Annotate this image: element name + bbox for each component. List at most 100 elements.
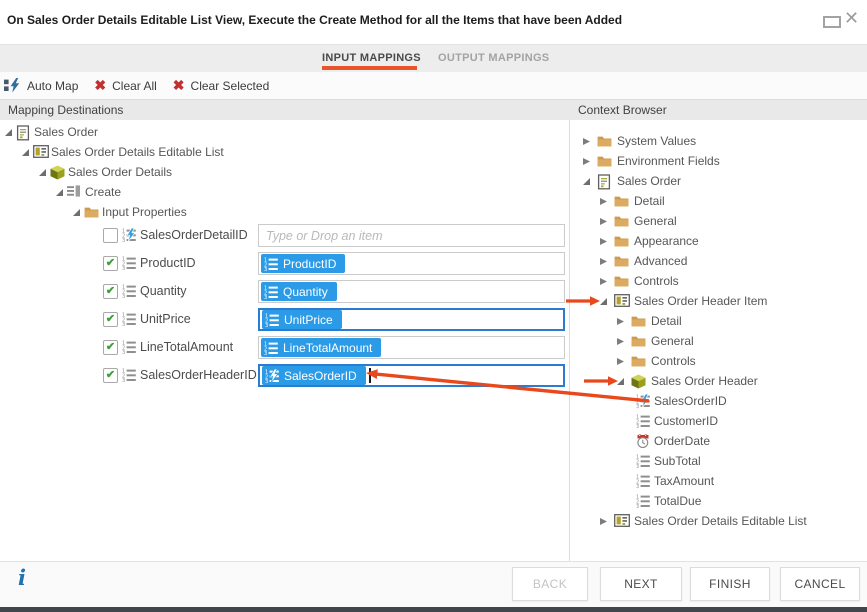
context-item-sales-order-details-editable-list[interactable]: Sales Order Details Editable List [0, 511, 807, 531]
context-item-appearance[interactable]: Appearance [0, 231, 699, 251]
svg-text:1: 1 [636, 415, 639, 421]
chip-unitprice[interactable]: 1 2 3 UnitPrice [262, 310, 342, 329]
toolbar-clear-all[interactable]: ✖ Clear All [94, 77, 156, 94]
tab-input-mappings[interactable]: INPUT MAPPINGS [322, 52, 421, 64]
maximize-icon[interactable] [823, 16, 841, 28]
mapping-field-unitprice[interactable]: 1 2 3 UnitPrice [258, 308, 565, 331]
info-icon[interactable]: i [18, 565, 26, 590]
context-item-label: Controls [651, 354, 696, 368]
mapping-field-productid[interactable]: 1 2 3 ProductID [258, 252, 565, 275]
view-icon [33, 145, 49, 158]
context-item-detail[interactable]: Detail [0, 311, 682, 331]
expand-toggle-icon[interactable] [600, 278, 607, 285]
tree-item-input-properties[interactable]: Input Properties [0, 202, 560, 222]
checked-checkbox[interactable]: ✔ [103, 256, 118, 271]
mapping-field-linetotalamount[interactable]: 1 2 3 LineTotalAmount [258, 336, 565, 359]
tab-output-mappings[interactable]: OUTPUT MAPPINGS [438, 52, 550, 64]
context-item-general[interactable]: General [0, 211, 677, 231]
context-item-customerid[interactable]: 1 2 3 CustomerID [0, 411, 718, 431]
context-item-sales-order-header-item[interactable]: Sales Order Header Item [0, 291, 767, 311]
svg-text:2: 2 [122, 289, 125, 295]
expand-toggle-icon[interactable] [617, 358, 624, 365]
unchecked-checkbox[interactable] [103, 228, 118, 243]
chip-label: ProductID [283, 256, 337, 271]
collapse-toggle-icon[interactable] [5, 129, 12, 136]
toolbar-auto-map[interactable]: Auto Map [4, 78, 78, 93]
expand-toggle-icon[interactable] [600, 238, 607, 245]
checked-checkbox[interactable]: ✔ [103, 368, 118, 383]
collapse-toggle-icon[interactable] [22, 149, 29, 156]
chip-linetotalamount[interactable]: 1 2 3 LineTotalAmount [261, 338, 382, 357]
collapse-toggle-icon[interactable] [73, 209, 80, 216]
folder-icon [614, 234, 629, 247]
form-icon [597, 174, 611, 190]
collapse-toggle-icon[interactable] [617, 378, 624, 385]
expand-toggle-icon[interactable] [600, 258, 607, 265]
tree-item-sales-order[interactable]: Sales Order [0, 122, 560, 142]
cancel-button[interactable]: CANCEL [780, 567, 860, 601]
checked-checkbox[interactable]: ✔ [103, 312, 118, 327]
mapping-property-label: SalesOrderDetailID [140, 228, 248, 242]
context-item-subtotal[interactable]: 1 2 3 SubTotal [0, 451, 701, 471]
context-item-general[interactable]: General [0, 331, 694, 351]
mapping-property-label: Quantity [140, 284, 187, 298]
expand-toggle-icon[interactable] [617, 338, 624, 345]
checked-checkbox[interactable]: ✔ [103, 284, 118, 299]
svg-text:1: 1 [636, 495, 639, 501]
expand-toggle-icon[interactable] [583, 138, 590, 145]
expand-toggle-icon[interactable] [583, 158, 590, 165]
context-item-advanced[interactable]: Advanced [0, 251, 687, 271]
expand-toggle-icon[interactable] [600, 198, 607, 205]
context-item-label: General [651, 334, 694, 348]
chip-productid[interactable]: 1 2 3 ProductID [261, 254, 346, 273]
collapse-toggle-icon[interactable] [56, 189, 63, 196]
expand-toggle-icon[interactable] [600, 518, 607, 525]
context-item-label: Sales Order Header Item [634, 294, 768, 308]
folder-icon [631, 334, 646, 347]
collapse-toggle-icon[interactable] [583, 178, 590, 185]
context-item-system-values[interactable]: System Values [0, 131, 696, 151]
mapping-field-quantity[interactable]: 1 2 3 Quantity [258, 280, 565, 303]
context-item-sales-order[interactable]: Sales Order [0, 171, 681, 191]
finish-button[interactable]: FINISH [690, 567, 770, 601]
view-icon [614, 294, 630, 307]
toolbar-clear-selected[interactable]: ✖ Clear Selected [173, 77, 269, 94]
tree-item-label: Sales Order [34, 125, 99, 139]
context-item-label: Sales Order Details Editable List [634, 514, 807, 528]
mapping-field-salesorderdetailid[interactable]: Type or Drop an item [258, 224, 565, 247]
collapse-toggle-icon[interactable] [39, 169, 46, 176]
checked-checkbox[interactable]: ✔ [103, 340, 118, 355]
tree-item-create[interactable]: Create [0, 182, 560, 202]
expand-toggle-icon[interactable] [600, 218, 607, 225]
context-item-controls[interactable]: Controls [0, 351, 696, 371]
context-item-detail[interactable]: Detail [0, 191, 665, 211]
svg-text:1: 1 [122, 229, 125, 235]
tree-item-sales-order-details[interactable]: Sales Order Details [0, 162, 560, 182]
expand-toggle-icon[interactable] [617, 318, 624, 325]
context-item-label: OrderDate [654, 434, 711, 448]
context-item-orderdate[interactable]: OrderDate [0, 431, 710, 451]
chip-salesorderid[interactable]: 1 2 3 SalesOrderID [262, 366, 366, 385]
chip-quantity[interactable]: 1 2 3 Quantity [261, 282, 337, 301]
svg-text:3: 3 [264, 351, 267, 355]
context-item-controls[interactable]: Controls [0, 271, 679, 291]
folder-icon [84, 205, 99, 218]
tree-item-sales-order-details-editable-list[interactable]: Sales Order Details Editable List [0, 142, 560, 162]
context-item-salesorderid[interactable]: 1 2 3 SalesOrderID [0, 391, 727, 411]
mapping-property-label: ProductID [140, 256, 196, 270]
context-item-environment-fields[interactable]: Environment Fields [0, 151, 720, 171]
field-placeholder: Type or Drop an item [266, 228, 383, 243]
context-item-totaldue[interactable]: 1 2 3 TotalDue [0, 491, 701, 511]
next-button[interactable]: NEXT [600, 567, 682, 601]
context-item-label: SalesOrderID [654, 394, 727, 408]
back-button[interactable]: BACK [512, 567, 588, 601]
svg-text:3: 3 [265, 323, 268, 327]
svg-text:1: 1 [122, 313, 125, 319]
chip-label: UnitPrice [284, 312, 333, 327]
collapse-toggle-icon[interactable] [600, 298, 607, 305]
close-icon[interactable]: ✕ [844, 8, 860, 28]
context-item-taxamount[interactable]: 1 2 3 TaxAmount [0, 471, 714, 491]
context-item-sales-order-header[interactable]: Sales Order Header [0, 371, 758, 391]
